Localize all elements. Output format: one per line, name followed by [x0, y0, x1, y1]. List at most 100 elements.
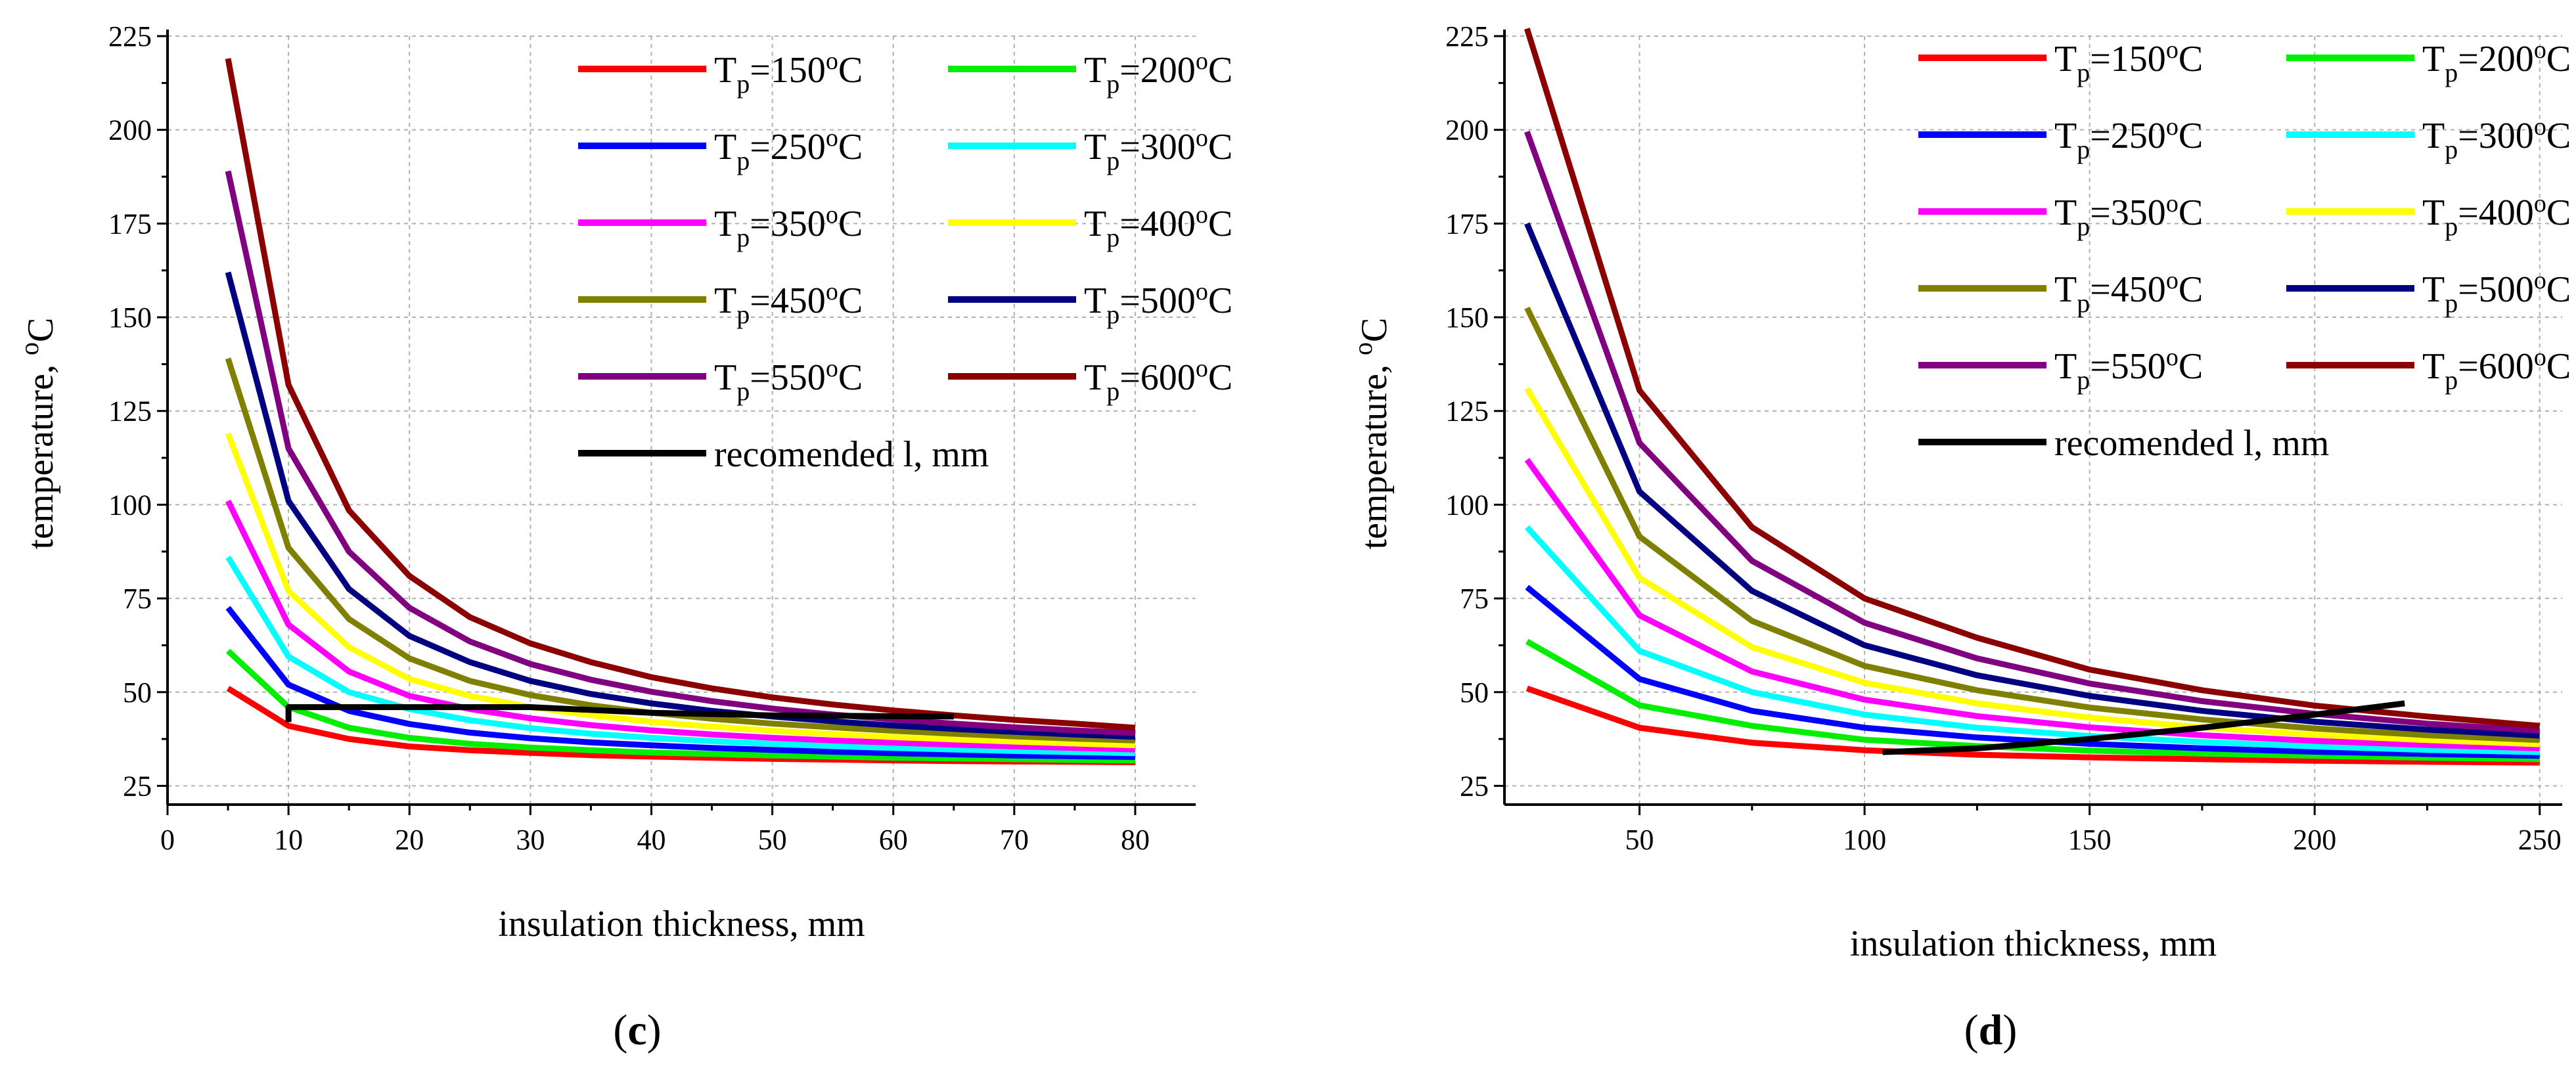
panel-label: (c)	[613, 1006, 661, 1054]
y-tick-label: 100	[1445, 489, 1489, 521]
y-axis-title-degree: o	[14, 342, 44, 355]
legend-label-unit: C	[838, 204, 863, 244]
legend-label-degree: o	[1196, 278, 1208, 305]
y-tick-label: 200	[108, 114, 152, 146]
panel-label-letter: c	[627, 1006, 646, 1054]
series-line-tp-400	[225, 432, 1136, 749]
legend-label-t: T	[714, 204, 736, 244]
legend-label-unit: C	[838, 127, 863, 167]
x-tick-label: 30	[516, 824, 545, 856]
legend-label-sub: p	[2445, 135, 2458, 164]
x-tick-label: 250	[2518, 824, 2562, 856]
y-tick-label: 175	[108, 208, 152, 240]
legend-label-value: =150	[750, 50, 826, 91]
legend-label-unit: C	[1208, 127, 1232, 167]
legend-label-t: T	[1084, 204, 1106, 244]
legend-label-t: T	[2422, 39, 2445, 79]
legend-label-t: T	[1084, 357, 1106, 398]
x-tick-label: 10	[274, 824, 303, 856]
series-line-recommended	[285, 704, 954, 722]
legend-label-tp-150: Tp=150oC	[714, 47, 863, 99]
legend-label-t: T	[2054, 39, 2077, 79]
legend-label-value: =200	[2458, 39, 2534, 79]
legend-label-value: =400	[2458, 192, 2534, 233]
y-tick-label: 225	[1445, 20, 1489, 53]
legend-label-degree: o	[1196, 201, 1208, 229]
x-tick-label: 40	[637, 824, 666, 856]
legend-label-sub: p	[736, 300, 750, 329]
legend-label-t: T	[2422, 116, 2445, 156]
legend-label-value: =500	[1119, 280, 1196, 321]
legend-label-sub: p	[2077, 288, 2090, 318]
series-line-tp-550	[225, 170, 1136, 736]
legend-label-t: T	[2054, 116, 2077, 156]
series-line-tp-250	[1525, 585, 2540, 759]
x-tick-label: 60	[879, 824, 908, 856]
x-tick-label: 20	[395, 824, 424, 856]
y-tick-label: 150	[1445, 301, 1489, 334]
legend-label-value: =350	[2090, 192, 2166, 233]
legend-label-value: =600	[2458, 346, 2534, 387]
legend-label-tp-500: Tp=500oC	[2422, 267, 2571, 318]
legend-label-tp-450: Tp=450oC	[2054, 267, 2203, 318]
legend-label-value: =250	[2090, 116, 2166, 156]
legend-label-degree: o	[1196, 124, 1208, 152]
panel-label-open: (	[613, 1006, 627, 1054]
y-tick-label: 25	[1460, 770, 1489, 802]
y-tick-label: 125	[108, 395, 152, 428]
legend-label-tp-400: Tp=400oC	[2422, 190, 2571, 241]
legend-label-t: T	[714, 50, 736, 91]
legend-label-degree: o	[2166, 344, 2179, 371]
series-line-tp-600	[1524, 28, 2541, 729]
legend-label-degree: o	[826, 278, 838, 305]
y-tick-label: 50	[1460, 677, 1489, 709]
legend-label-unit: C	[838, 357, 863, 398]
x-tick-label: 150	[2068, 824, 2112, 856]
legend-label-degree: o	[2166, 113, 2179, 141]
legend-label-unit: C	[838, 50, 863, 91]
x-tick-label: 70	[1000, 824, 1029, 856]
legend-label-degree: o	[826, 201, 838, 229]
panel-label: (d)	[1964, 1006, 2018, 1054]
series-line-tp-150	[1525, 685, 2540, 766]
legend-label-tp-250: Tp=250oC	[714, 124, 863, 175]
legend-label-value: =150	[2090, 39, 2166, 79]
panel-label-close: )	[2002, 1006, 2017, 1054]
y-tick-label: 150	[108, 301, 152, 334]
y-axis-title: temperature, oC	[14, 318, 61, 550]
x-tick-label: 50	[758, 824, 787, 856]
legend-label-tp-500: Tp=500oC	[1084, 278, 1232, 329]
legend-label-unit: C	[2546, 269, 2571, 310]
legend-label-value: =550	[2090, 346, 2166, 387]
legend-label-unit: C	[1208, 50, 1232, 91]
y-tick-label: 200	[1445, 114, 1489, 146]
legend-label-sub: p	[2077, 365, 2090, 395]
legend-label-sub: p	[1106, 300, 1119, 329]
series-line-tp-350	[225, 499, 1136, 753]
series-line-tp-200	[226, 648, 1135, 764]
panel-label-open: (	[1964, 1006, 1979, 1054]
legend-label-sub: p	[736, 146, 750, 175]
x-tick-label: 0	[160, 824, 175, 856]
series-line-tp-450	[1524, 306, 2540, 744]
legend-label-unit: C	[2546, 192, 2571, 233]
legend-label-unit: C	[2179, 192, 2203, 233]
series-line-tp-300	[225, 555, 1135, 757]
legend-label-t: T	[2422, 269, 2445, 310]
chart-panel-d: 50 100 150 200 250 25 50 75 100 125 150 175 200 225 in…	[1348, 20, 2571, 1054]
legend-label-value: =500	[2458, 269, 2534, 310]
legend-label-t: T	[1084, 50, 1106, 91]
legend-label-tp-200: Tp=200oC	[1084, 47, 1232, 99]
legend-label-tp-350: Tp=350oC	[714, 201, 863, 252]
legend-label-tp-450: Tp=450oC	[714, 278, 863, 329]
legend-label-degree: o	[2534, 267, 2546, 294]
legend-label-sub: p	[1106, 376, 1119, 406]
series-line-tp-400	[1524, 387, 2540, 747]
legend-label-unit: C	[2546, 39, 2571, 79]
y-axis-title-unit: C	[20, 318, 61, 342]
legend-label-degree: o	[2534, 36, 2546, 64]
legend-label-t: T	[2422, 346, 2445, 387]
legend-label-degree: o	[826, 47, 838, 75]
legend-label-tp-300: Tp=300oC	[2422, 113, 2571, 164]
legend-label-degree: o	[2166, 36, 2179, 64]
